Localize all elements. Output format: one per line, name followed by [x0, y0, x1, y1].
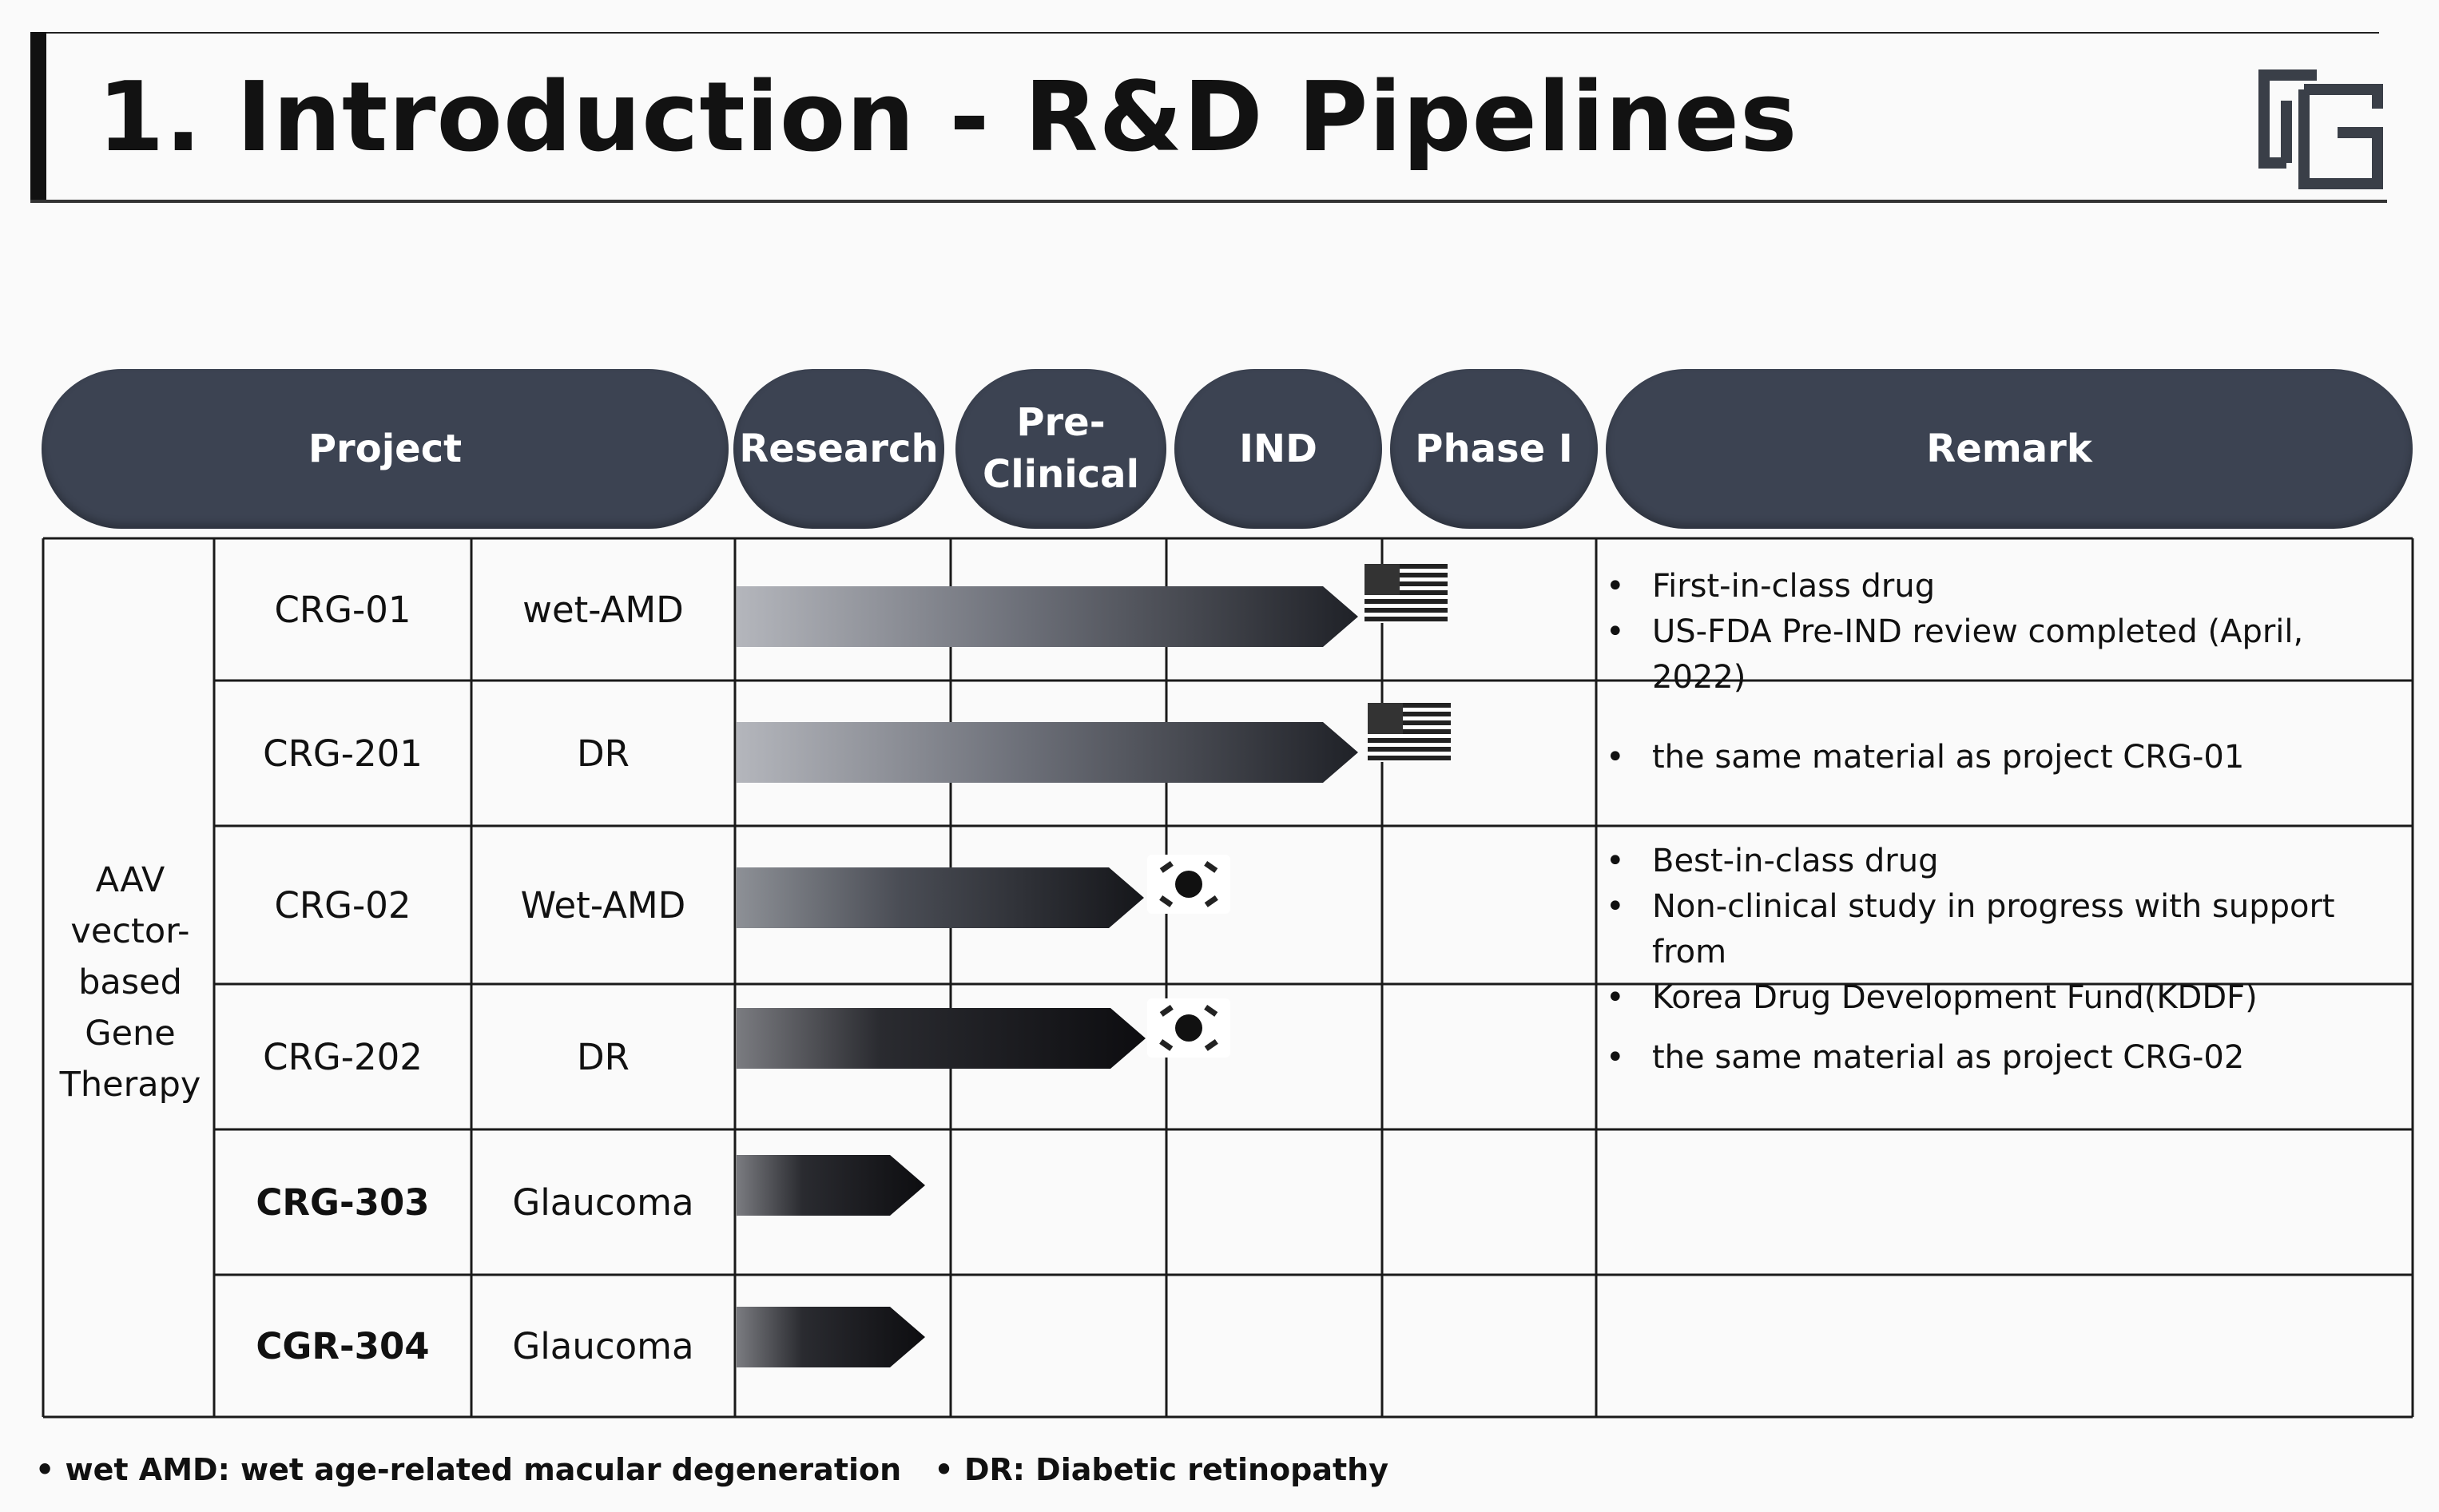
project-indication: DR	[577, 732, 630, 775]
remark-item: Non-clinical study in progress with supp…	[1606, 884, 2405, 975]
usa-flag-icon	[1368, 703, 1451, 762]
title-bottom-rule	[30, 200, 2387, 203]
project-code: CRG-01	[274, 588, 411, 631]
project-code: CRG-02	[274, 883, 411, 927]
progress-arrow	[737, 1307, 925, 1367]
progress-arrow	[737, 586, 1358, 647]
remark-list: the same material as project CRG-01	[1606, 735, 2405, 780]
remark-item: Best-in-class drug	[1606, 839, 2405, 884]
remark-item: the same material as project CRG-01	[1606, 735, 2405, 780]
header-remark: Remark	[1606, 369, 2413, 529]
header-project: Project	[42, 369, 729, 529]
footnote-item: • DR: Diabetic retinopathy	[934, 1452, 1388, 1487]
header-ind: IND	[1174, 369, 1382, 529]
category-label: AAV vector- based Gene Therapy	[59, 860, 201, 1105]
project-indication: Wet-AMD	[520, 883, 686, 927]
progress-arrow	[737, 1155, 925, 1216]
project-code: CRG-303	[256, 1181, 430, 1224]
project-indication: wet-AMD	[522, 588, 684, 631]
progress-arrow	[737, 867, 1144, 928]
progress-arrow	[737, 1008, 1146, 1069]
company-logo-icon	[2258, 69, 2383, 189]
project-code: CGR-304	[256, 1324, 430, 1367]
page-title: 1. Introduction - R&D Pipelines	[97, 62, 1798, 173]
footnote-item: • wet AMD: wet age-related macular degen…	[35, 1452, 902, 1487]
remark-list: First-in-class drug US-FDA Pre-IND revie…	[1606, 564, 2405, 700]
remark-item: the same material as project CRG-02	[1606, 1035, 2405, 1081]
project-indication: Glaucoma	[512, 1324, 694, 1367]
remark-item: First-in-class drug	[1606, 564, 2405, 609]
project-code: CRG-201	[263, 732, 423, 775]
header-preclinical: Pre- Clinical	[955, 369, 1166, 529]
remark-list: the same material as project CRG-02	[1606, 1035, 2405, 1081]
korea-flag-icon	[1147, 855, 1230, 914]
footnote: • wet AMD: wet age-related macular degen…	[35, 1452, 1411, 1487]
header-research: Research	[733, 369, 944, 529]
remark-item: US-FDA Pre-IND review completed (April, …	[1606, 609, 2405, 700]
usa-flag-icon	[1364, 564, 1448, 623]
title-top-rule	[46, 32, 2379, 34]
progress-arrow	[737, 722, 1358, 783]
header-phase1: Phase I	[1390, 369, 1598, 529]
project-code: CRG-202	[263, 1035, 423, 1078]
project-indication: DR	[577, 1035, 630, 1078]
remark-list: Best-in-class drug Non-clinical study in…	[1606, 839, 2405, 1021]
remark-item-continuation: Korea Drug Development Fund(KDDF)	[1652, 979, 2258, 1016]
project-indication: Glaucoma	[512, 1181, 694, 1224]
korea-flag-icon	[1147, 998, 1230, 1058]
title-accent-bar	[30, 32, 46, 203]
